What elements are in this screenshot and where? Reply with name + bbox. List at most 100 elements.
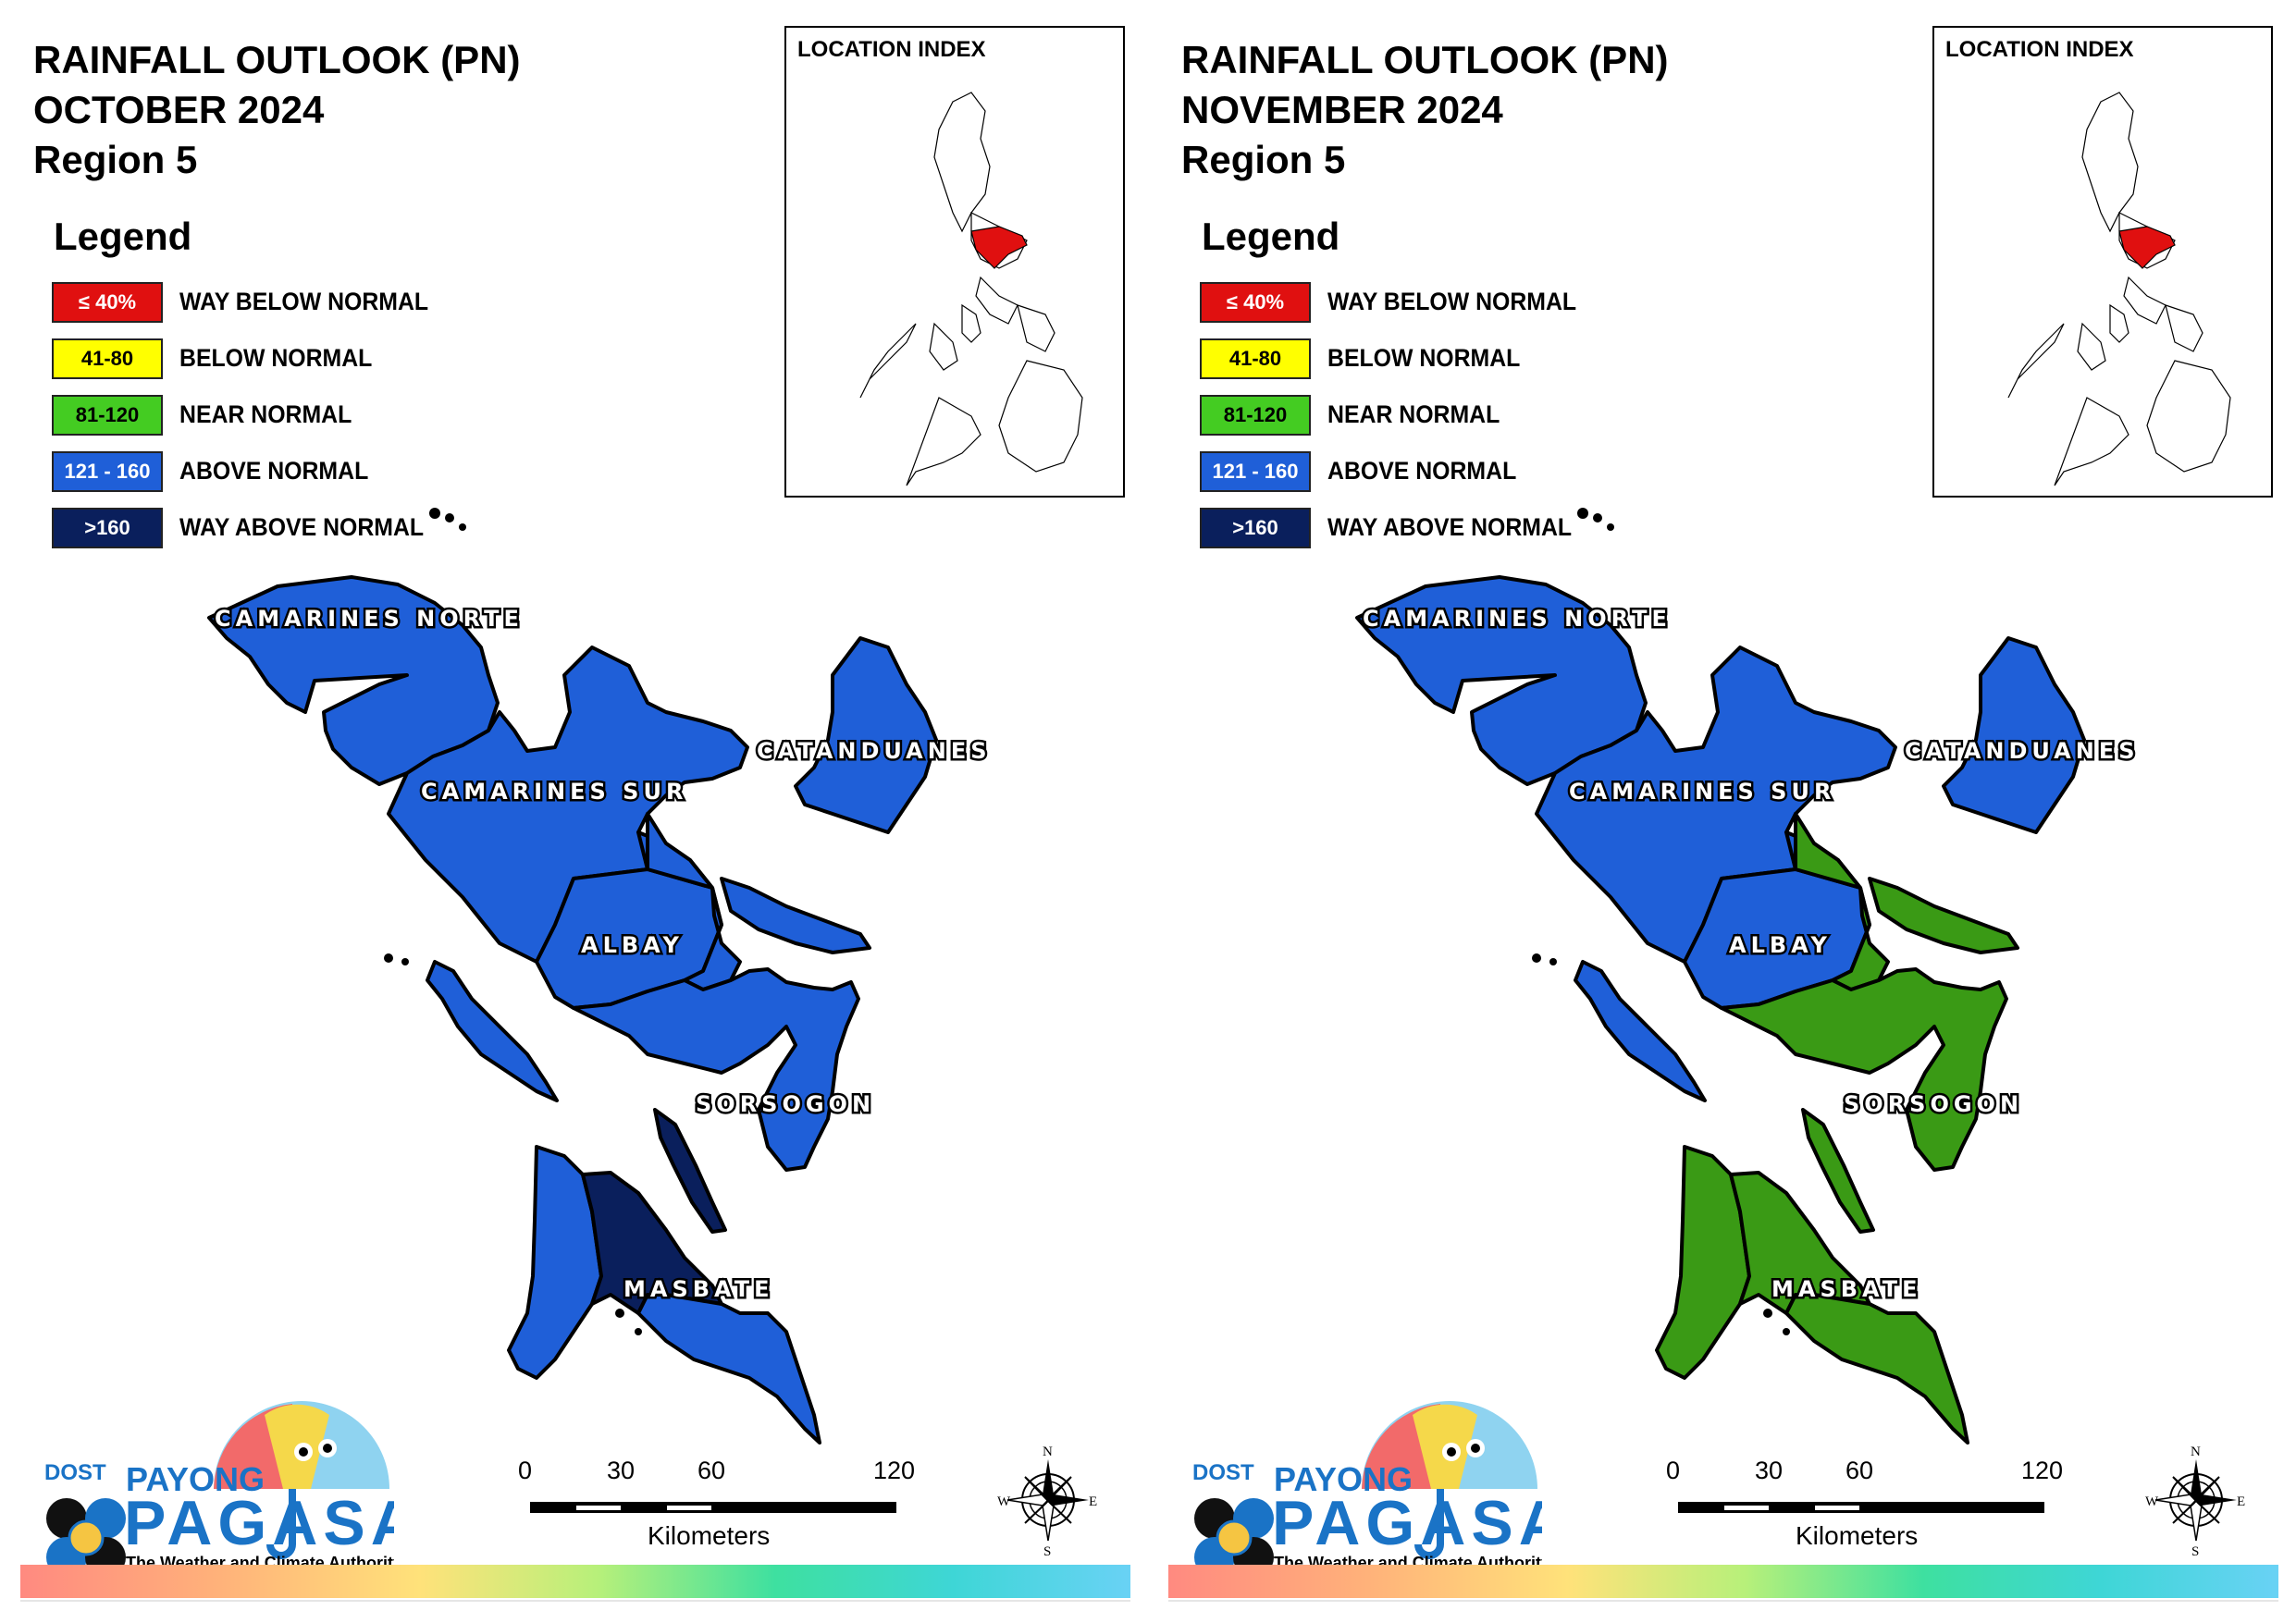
province-camarines-norte — [207, 575, 500, 786]
title-line-3: Region 5 — [33, 138, 198, 181]
legend-swatch: 41-80 — [1200, 338, 1311, 379]
legend-swatch: 121 - 160 — [52, 450, 163, 492]
legend-rows: ≤ 40% WAY BELOW NORMAL 41-80 BELOW NORMAL 81… — [1200, 274, 1599, 556]
compass-s: S — [2191, 1544, 2199, 1557]
logo-pagasa: PAGASA — [124, 1488, 394, 1558]
label-sorsogon: SORSOGON — [696, 1091, 875, 1117]
scale-bar-graphic — [530, 1502, 896, 1513]
inset-region5-highlight — [2118, 226, 2176, 269]
legend-swatch: ≤ 40% — [1200, 281, 1311, 323]
title-line-1: RAINFALL OUTLOOK (PN) — [33, 38, 521, 81]
legend: Legend ≤ 40% WAY BELOW NORMAL 41-80 BELOW N… — [1200, 215, 1599, 556]
logo-dost: DOST — [1192, 1460, 1254, 1485]
title-line-2: NOVEMBER 2024 — [1181, 88, 1503, 131]
legend-rows: ≤ 40% WAY BELOW NORMAL 41-80 BELOW NORMAL 81… — [52, 274, 451, 556]
province-catanduanes — [794, 636, 938, 834]
legend-swatch: ≤ 40% — [52, 281, 163, 323]
legend-item: >160 WAY ABOVE NORMAL — [52, 499, 451, 556]
legend-swatch: >160 — [1200, 507, 1311, 548]
inset-region5-highlight — [970, 226, 1028, 269]
legend-label: WAY ABOVE NORMAL — [179, 513, 425, 541]
compass-n: N — [1043, 1445, 1053, 1459]
title-line-3: Region 5 — [1181, 138, 1346, 181]
legend-item: 41-80 BELOW NORMAL — [52, 330, 451, 387]
province-albay-islands — [720, 877, 871, 954]
scale-bar-graphic — [1678, 1502, 2044, 1513]
legend-item: 41-80 BELOW NORMAL — [1200, 330, 1599, 387]
compass-e: E — [2237, 1494, 2245, 1509]
location-index-inset: LOCATION INDEX — [784, 26, 1125, 498]
logo-dost: DOST — [44, 1460, 106, 1485]
province-sorsogon — [572, 967, 860, 1172]
map-title: RAINFALL OUTLOOK (PN) OCTOBER 2024 Regio… — [33, 35, 521, 185]
label-masbate: MASBATE — [1771, 1276, 1922, 1302]
philippines-outline — [2007, 92, 2231, 486]
legend-label: BELOW NORMAL — [1327, 344, 1521, 372]
legend-swatch: 81-120 — [1200, 394, 1311, 436]
scale-tick-60: 60 — [1845, 1457, 1874, 1484]
location-index-inset: LOCATION INDEX — [1932, 26, 2273, 498]
scale-bar: 0 30 60 120 Kilometers — [518, 1457, 925, 1558]
legend-item: ≤ 40% WAY BELOW NORMAL — [52, 274, 451, 330]
label-albay: ALBAY — [581, 932, 684, 958]
label-albay: ALBAY — [1729, 932, 1832, 958]
province-albay-islands — [1868, 877, 2019, 954]
inset-title: LOCATION INDEX — [1945, 37, 2134, 62]
compass-n: N — [2191, 1445, 2201, 1459]
compass-s: S — [1043, 1544, 1051, 1557]
province-burias — [426, 960, 559, 1102]
province-camarines-norte — [1355, 575, 1648, 786]
map-panel-november: CAMARINES NORTE CAMARINES SUR CATANDUANE… — [1148, 0, 2296, 1623]
scale-tick-0: 0 — [518, 1457, 533, 1484]
legend-swatch: 121 - 160 — [1200, 450, 1311, 492]
legend-label: NEAR NORMAL — [1327, 400, 1500, 428]
label-sorsogon: SORSOGON — [1844, 1091, 2023, 1117]
label-camarines-norte: CAMARINES NORTE — [1363, 606, 1672, 632]
legend-heading: Legend — [1202, 215, 1340, 258]
legend-label: ABOVE NORMAL — [1327, 457, 1517, 485]
title-line-2: OCTOBER 2024 — [33, 88, 325, 131]
map-panel-october: CAMARINES NORTE CAMARINES SUR CATANDUANE… — [20, 26, 1130, 1602]
scale-tick-30: 30 — [607, 1457, 636, 1484]
legend-item: 81-120 NEAR NORMAL — [52, 387, 451, 443]
scale-tick-0: 0 — [1666, 1457, 1681, 1484]
legend-label: WAY ABOVE NORMAL — [1327, 513, 1573, 541]
legend-item: 121 - 160 ABOVE NORMAL — [1200, 443, 1599, 499]
scale-bar: 0 30 60 120 Kilometers — [1666, 1457, 2073, 1558]
dost-payong-pagasa-logo: DOST PAYONG PAGASA The Weather and Clima… — [1192, 1401, 1542, 1572]
inset-title: LOCATION INDEX — [797, 37, 986, 62]
scale-tick-60: 60 — [697, 1457, 726, 1484]
north-arrow-icon: N S W E — [2145, 1445, 2245, 1557]
label-catanduanes: CATANDUANES — [757, 738, 992, 764]
legend-swatch: 41-80 — [52, 338, 163, 379]
label-catanduanes: CATANDUANES — [1905, 738, 2140, 764]
province-sorsogon — [1720, 967, 2008, 1172]
province-catanduanes — [1942, 636, 2086, 834]
logo-payong: PAYONG — [1274, 1460, 1413, 1498]
legend-swatch: 81-120 — [52, 394, 163, 436]
province-ticao — [1801, 1108, 1875, 1234]
map-title: RAINFALL OUTLOOK (PN) NOVEMBER 2024 Regi… — [1181, 35, 1669, 185]
logo-pagasa: PAGASA — [1272, 1488, 1542, 1558]
legend-label: BELOW NORMAL — [179, 344, 373, 372]
footer-divider — [1168, 1600, 2278, 1602]
scale-tick-30: 30 — [1755, 1457, 1784, 1484]
legend-item: ≤ 40% WAY BELOW NORMAL — [1200, 274, 1599, 330]
dost-payong-pagasa-logo: DOST PAYONG PAGASA The Weather and Clima… — [44, 1401, 394, 1572]
scale-unit: Kilometers — [1796, 1521, 1919, 1550]
province-masbate-east — [636, 1293, 821, 1445]
province-ticao — [653, 1108, 727, 1234]
province-masbate-east — [1784, 1293, 1969, 1445]
province-albay-east — [646, 812, 742, 991]
compass-w: W — [997, 1494, 1011, 1509]
compass-e: E — [1089, 1494, 1097, 1509]
legend-label: NEAR NORMAL — [179, 400, 352, 428]
legend-heading: Legend — [54, 215, 192, 258]
legend-item: >160 WAY ABOVE NORMAL — [1200, 499, 1599, 556]
rainbow-footer-bar — [20, 1565, 1130, 1598]
logo-payong: PAYONG — [126, 1460, 265, 1498]
legend-swatch: >160 — [52, 507, 163, 548]
province-albay-east — [1794, 812, 1890, 991]
label-camarines-norte: CAMARINES NORTE — [215, 606, 524, 632]
philippines-outline — [859, 92, 1083, 486]
